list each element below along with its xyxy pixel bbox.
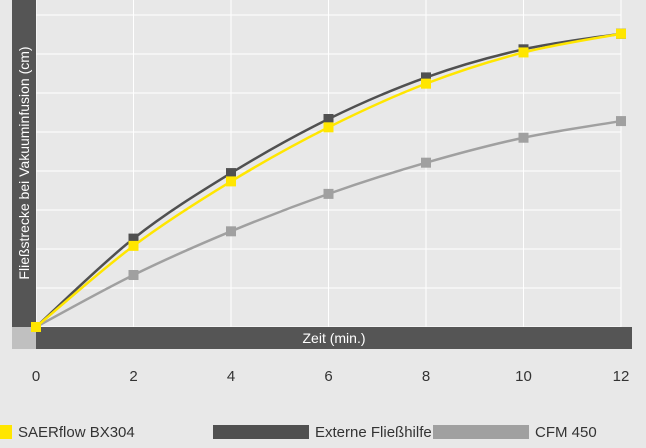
data-point-cfm-450 xyxy=(421,157,431,168)
x-tick-label: 2 xyxy=(129,368,137,385)
data-point-saerflow-bx304 xyxy=(323,122,334,133)
data-point-cfm-450 xyxy=(323,188,334,199)
x-tick-label: 4 xyxy=(227,368,235,385)
legend-swatch-saerflow-bx304 xyxy=(0,425,12,439)
data-point-externe-flie-hilfe xyxy=(323,114,334,124)
data-point-saerflow-bx304 xyxy=(226,176,236,187)
data-point-saerflow-bx304 xyxy=(31,322,41,332)
legend-label-externe-flie-hilfe: Externe Fließhilfe xyxy=(315,424,432,441)
data-point-cfm-450 xyxy=(518,132,529,143)
x-tick-label: 8 xyxy=(422,368,430,385)
data-point-externe-flie-hilfe xyxy=(128,233,139,244)
data-point-saerflow-bx304 xyxy=(518,47,529,58)
x-tick-label: 12 xyxy=(613,368,630,385)
data-point-saerflow-bx304 xyxy=(616,28,626,39)
x-tick-label: 10 xyxy=(515,368,532,385)
x-axis-bar xyxy=(36,327,632,349)
data-point-cfm-450 xyxy=(128,270,139,280)
legend-label-saerflow-bx304: SAERflow BX304 xyxy=(18,424,135,441)
data-point-saerflow-bx304 xyxy=(128,240,139,251)
legend: SAERflow BX304 Externe Fließhilfe CFM 450 xyxy=(0,424,597,441)
legend-swatch-cfm-450 xyxy=(433,425,529,439)
legend-swatch-externe-flie-hilfe xyxy=(213,425,309,439)
y-axis-bar xyxy=(12,0,36,327)
x-tick-label: 6 xyxy=(324,368,332,385)
data-point-cfm-450 xyxy=(226,226,236,237)
y-axis-title: Fließstrecke bei Vakuuminfusion (cm) xyxy=(16,46,32,279)
series-group xyxy=(31,28,626,332)
data-point-externe-flie-hilfe xyxy=(421,72,431,83)
legend-label-cfm-450: CFM 450 xyxy=(535,424,597,441)
x-tick-label: 0 xyxy=(32,368,40,385)
x-axis-title: Zeit (min.) xyxy=(303,330,366,346)
data-point-saerflow-bx304 xyxy=(421,78,431,89)
data-point-cfm-450 xyxy=(616,116,626,127)
x-tick-labels: 0 2 4 6 8 10 12 xyxy=(32,368,630,385)
data-point-externe-flie-hilfe xyxy=(226,168,236,179)
axis-corner xyxy=(12,327,36,349)
